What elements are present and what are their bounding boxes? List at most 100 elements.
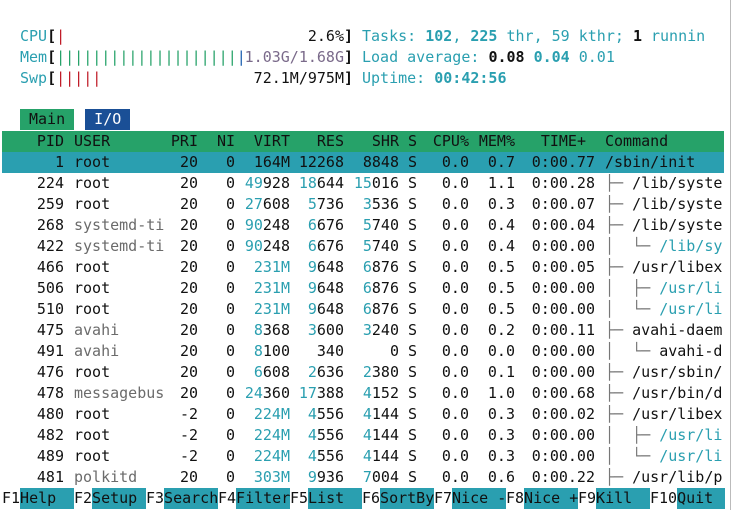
column-header-row: [2, 131, 724, 152]
process-row[interactable]: 489 root -2 0 224M 4556 4144 S 0.0 0.3 0:00.00 │ └─…: [0, 446, 730, 467]
digit-group: 368: [262, 321, 290, 339]
process-cell: 0.0: [441, 342, 469, 360]
process-cell: 0.0: [441, 321, 469, 339]
process-row[interactable]: 480 root -2 0 224M 4556 4144 S 0.0 0.3 0:00.02 ├─ /…: [0, 404, 730, 425]
meter-segment: 00:42:56: [434, 69, 507, 87]
function-key-label[interactable]: SortBy: [380, 488, 435, 509]
digit-group: 24: [244, 384, 263, 402]
function-key[interactable]: F8: [506, 489, 525, 507]
process-cell: root: [74, 153, 111, 171]
process-cell: 9648: [308, 299, 344, 320]
function-key[interactable]: F4: [218, 489, 237, 507]
process-cell: 0:00.00: [531, 426, 595, 444]
meter-bracket: [: [47, 48, 57, 66]
process-cell: systemd-ti: [74, 216, 165, 234]
process-cell: root: [74, 447, 111, 465]
digit-group: 224M: [253, 447, 290, 465]
process-cell: 0: [225, 279, 235, 297]
process-command: │ └─ avahi-d: [605, 341, 722, 362]
function-key[interactable]: F6: [362, 489, 381, 507]
process-cell: 0:00.00: [531, 300, 595, 318]
digit-group: 231M: [253, 300, 290, 318]
function-key[interactable]: F7: [434, 489, 453, 507]
digit-group: 608: [262, 363, 290, 381]
process-command: ├─ /lib/syste: [605, 194, 722, 215]
process-cell: 7004: [363, 467, 399, 488]
function-key-label[interactable]: Filter: [236, 488, 291, 509]
digit-group: 90: [244, 237, 263, 255]
process-tree: ├─: [605, 321, 633, 339]
digit-group: 644: [316, 174, 344, 192]
function-key-label[interactable]: Help: [20, 488, 74, 509]
process-cell: 478: [36, 384, 64, 402]
column-header: PRI: [170, 132, 198, 150]
column-header: CPU%: [432, 132, 469, 150]
process-cell: 3240: [363, 320, 399, 341]
process-row[interactable]: 268 systemd-ti 20 0 90248 6676 5740 S 0.0 0.4 0:00…: [0, 215, 730, 236]
process-cell: 20: [179, 384, 198, 402]
meter-bar: ||||||||||||||||||||: [56, 48, 237, 66]
process-cell: 0: [225, 300, 235, 318]
meter-segment: kthr;: [569, 27, 633, 45]
digit-group: 231M: [253, 279, 290, 297]
process-row[interactable]: 506 root 20 0 231M 9648 6876 S 0.0 0.5 0:00.00 │ ├─…: [0, 278, 730, 299]
process-cell: 0:00.07: [531, 195, 595, 213]
tab[interactable]: Main: [20, 109, 75, 130]
process-cell: 8848: [362, 153, 399, 171]
process-cell: 0:00.00: [531, 279, 595, 297]
function-key[interactable]: F10: [650, 489, 678, 507]
digit-group: 4: [307, 426, 317, 444]
column-header: MEM%: [478, 132, 515, 150]
process-row[interactable]: 475 avahi 20 0 8368 3600 3240 S 0.0 0.2 0:00.11 ├─ …: [0, 320, 730, 341]
process-row[interactable]: 422 systemd-ti 20 0 90248 6676 5740 S 0.0 0.4 0:00…: [0, 236, 730, 257]
digit-group: 15: [353, 174, 372, 192]
meter-bar: |||||: [56, 69, 102, 87]
process-command: │ └─ /usr/li: [605, 299, 722, 320]
function-key[interactable]: F3: [146, 489, 165, 507]
function-key[interactable]: F9: [578, 489, 597, 507]
process-cell: 15016: [354, 173, 399, 194]
process-cell: 3536: [363, 194, 399, 215]
function-key[interactable]: F1: [2, 489, 21, 507]
process-row[interactable]: 1 root 20 0 164M 12268 8848 S 0.0 0.7 0:00.77/sbin…: [0, 152, 730, 173]
process-row[interactable]: 481 polkitd 20 0 303M 9936 7004 S 0.0 0.6 0:00.22 ├…: [0, 467, 730, 488]
process-row[interactable]: 478 messagebus 20 0 24360 17388 4152 S 0.0 1.0 0:0…: [0, 383, 730, 404]
function-key[interactable]: F2: [74, 489, 93, 507]
tab[interactable]: I/O: [85, 109, 131, 130]
process-row[interactable]: 510 root 20 0 231M 9648 6876 S 0.0 0.5 0:00.00 │ └─…: [0, 299, 730, 320]
process-command-name: /usr/sbin/: [632, 363, 723, 381]
process-cell: 6876: [363, 257, 399, 278]
process-command: ├─ /usr/libex: [605, 404, 722, 425]
process-row[interactable]: 491 avahi 20 0 8100 340 0 S 0.0 0.0 0:00.00 │ └─ av…: [0, 341, 730, 362]
digit-group: 248: [262, 216, 290, 234]
column-header: NI: [216, 132, 235, 150]
digit-group: 9: [307, 468, 317, 486]
process-cell: 0: [225, 342, 235, 360]
digit-group: 5: [307, 195, 317, 213]
digit-group: 144: [371, 426, 399, 444]
meter-bracket: [: [47, 27, 57, 45]
process-cell: 0.5: [487, 279, 515, 297]
function-key[interactable]: F5: [290, 489, 309, 507]
process-cell: 0.3: [487, 426, 515, 444]
process-tree: ├─: [605, 405, 633, 423]
process-row[interactable]: 482 root -2 0 224M 4556 4144 S 0.0 0.3 0:00.00 │ ├─…: [0, 425, 730, 446]
process-command-name: avahi-daem: [632, 321, 723, 339]
process-command-name: /lib/syste: [632, 195, 723, 213]
function-key-label[interactable]: List: [308, 488, 362, 509]
function-key-label[interactable]: Nice +: [524, 488, 579, 509]
function-key-label[interactable]: Setup: [92, 488, 146, 509]
process-cell: 0:00.11: [531, 321, 595, 339]
digit-group: 49: [244, 174, 263, 192]
meter-segment: 0.04: [533, 48, 570, 66]
process-row[interactable]: 476 root 20 0 6608 2636 2380 S 0.0 0.1 0:00.00 ├─ /…: [0, 362, 730, 383]
process-row[interactable]: 224 root 20 0 49928 18644 15016 S 0.0 1.1 0:00.28 ├…: [0, 173, 730, 194]
function-key-label[interactable]: Kill: [596, 488, 650, 509]
process-row[interactable]: 466 root 20 0 231M 9648 6876 S 0.0 0.5 0:00.05 ├─ /…: [0, 257, 730, 278]
process-cell: 20: [179, 174, 198, 192]
process-cell: 0:00.00: [531, 363, 595, 381]
function-key-label[interactable]: Search: [164, 488, 219, 509]
process-row[interactable]: 259 root 20 0 27608 5736 3536 S 0.0 0.3 0:00.07 ├─ …: [0, 194, 730, 215]
function-key-label[interactable]: Quit: [677, 488, 725, 509]
function-key-label[interactable]: Nice -: [452, 488, 507, 509]
